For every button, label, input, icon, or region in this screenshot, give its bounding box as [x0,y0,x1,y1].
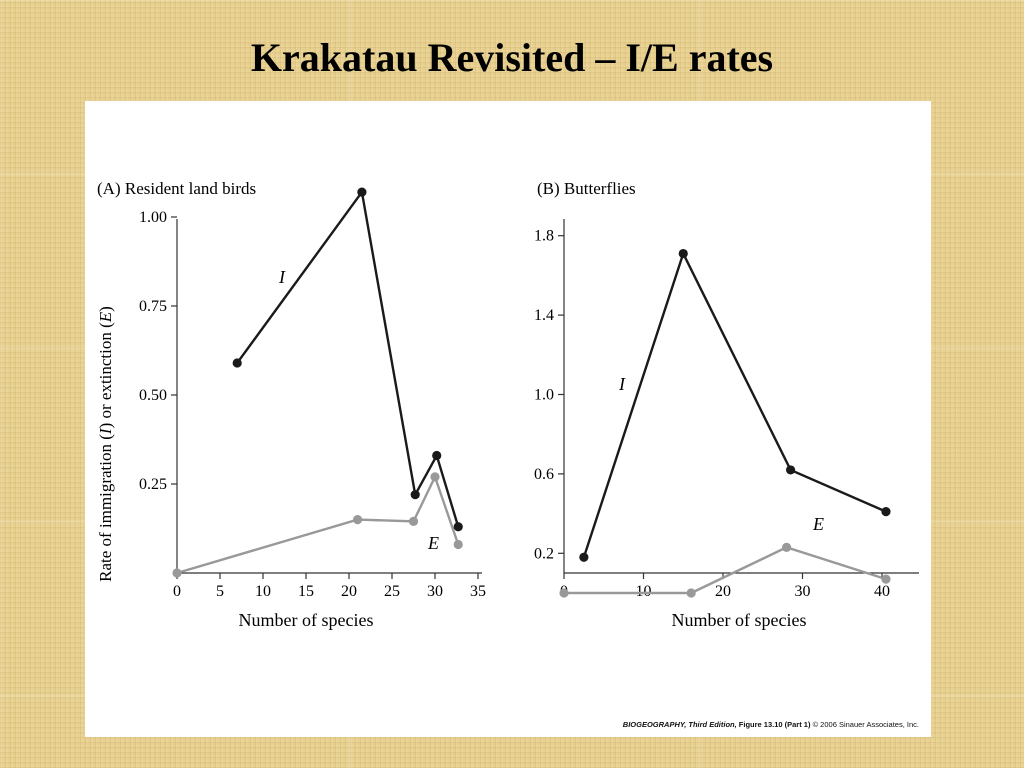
data-point-I [453,522,463,532]
x-tick-label: 35 [470,583,486,600]
data-point-E [172,568,182,578]
data-point-E [881,574,891,584]
y-tick-label: 1.0 [534,387,554,404]
data-point-I [579,552,589,562]
charts-svg: (A) Resident land birds 0 5 10 15 20 25 30 35 0… [96,179,919,630]
y-tick-label: 0.75 [139,298,167,315]
data-point-E [453,539,463,550]
chart-b-series [559,248,891,598]
chart-b-series-label-i: I [618,374,626,394]
x-tick-label: 5 [216,583,224,600]
data-point-I [785,465,796,475]
x-tick-label: 0 [173,583,181,600]
y-tick-label: 1.4 [534,307,554,324]
figure-credit: BIOGEOGRAPHY, Third Edition, Figure 13.1… [623,720,919,729]
slide-title: Krakatau Revisited – I/E rates [250,35,774,80]
x-tick-label: 30 [795,583,811,600]
x-tick-label: 15 [298,583,314,600]
y-tick-label: 0.6 [534,466,554,483]
chart-a-series [172,187,463,578]
chart-b-title: (B) Butterflies [537,179,636,198]
chart-b-x-label: Number of species [672,610,807,630]
series-line-I [582,250,887,558]
x-tick-label: 10 [636,583,652,600]
data-point-E [782,542,792,552]
data-point-E [559,588,569,598]
chart-a-series-label-e: E [427,533,439,553]
chart-b-y-ticks: 0.2 0.6 1.0 1.4 1.8 [534,228,564,562]
chart-a-title: (A) Resident land birds [97,179,256,198]
chart-a-y-ticks: 0.25 0.50 0.75 1.00 [139,209,177,493]
y-tick-label: 0.2 [534,545,554,562]
data-point-E [430,472,440,482]
x-tick-label: 10 [255,583,271,600]
data-point-I [410,490,420,500]
chart-b: (B) Butterflies 010203040 0.20.61.01.41.… [534,179,919,630]
data-point-E [353,515,363,525]
chart-b-series-label-e: E [812,514,824,534]
data-point-I [357,187,367,197]
x-tick-label: 20 [341,583,357,600]
y-tick-label: 1.8 [534,228,554,245]
y-tick-label: 0.50 [139,387,167,404]
chart-a: (A) Resident land birds 0 5 10 15 20 25 30 35 0… [96,179,486,630]
chart-a-series-label-i: I [278,267,286,287]
x-tick-label: 25 [384,583,400,600]
chart-a-x-ticks: 0 5 10 15 20 25 30 35 [173,573,486,600]
credit-copyright: © 2006 Sinauer Associates, Inc. [810,720,919,729]
credit-figure: Figure 13.10 (Part 1) [736,720,811,729]
chart-a-y-label: Rate of immigration (I) or extinction (E… [96,306,115,582]
data-point-I [678,248,688,259]
series-line-I [236,189,460,528]
chart-a-x-label: Number of species [239,610,374,630]
data-point-I [881,507,891,517]
y-tick-label: 1.00 [139,209,167,226]
data-point-E [408,516,419,526]
x-tick-label: 30 [427,583,443,600]
data-point-E [686,588,696,598]
credit-book: BIOGEOGRAPHY, Third Edition, [622,720,737,729]
y-tick-label: 0.25 [139,476,167,493]
x-tick-label: 40 [874,583,890,600]
x-tick-label: 20 [715,583,731,600]
data-point-I [232,358,242,368]
series-line-E [564,546,887,595]
figure-panel: (A) Resident land birds 0 5 10 15 20 25 30 35 0… [85,101,931,737]
data-point-I [432,450,442,461]
